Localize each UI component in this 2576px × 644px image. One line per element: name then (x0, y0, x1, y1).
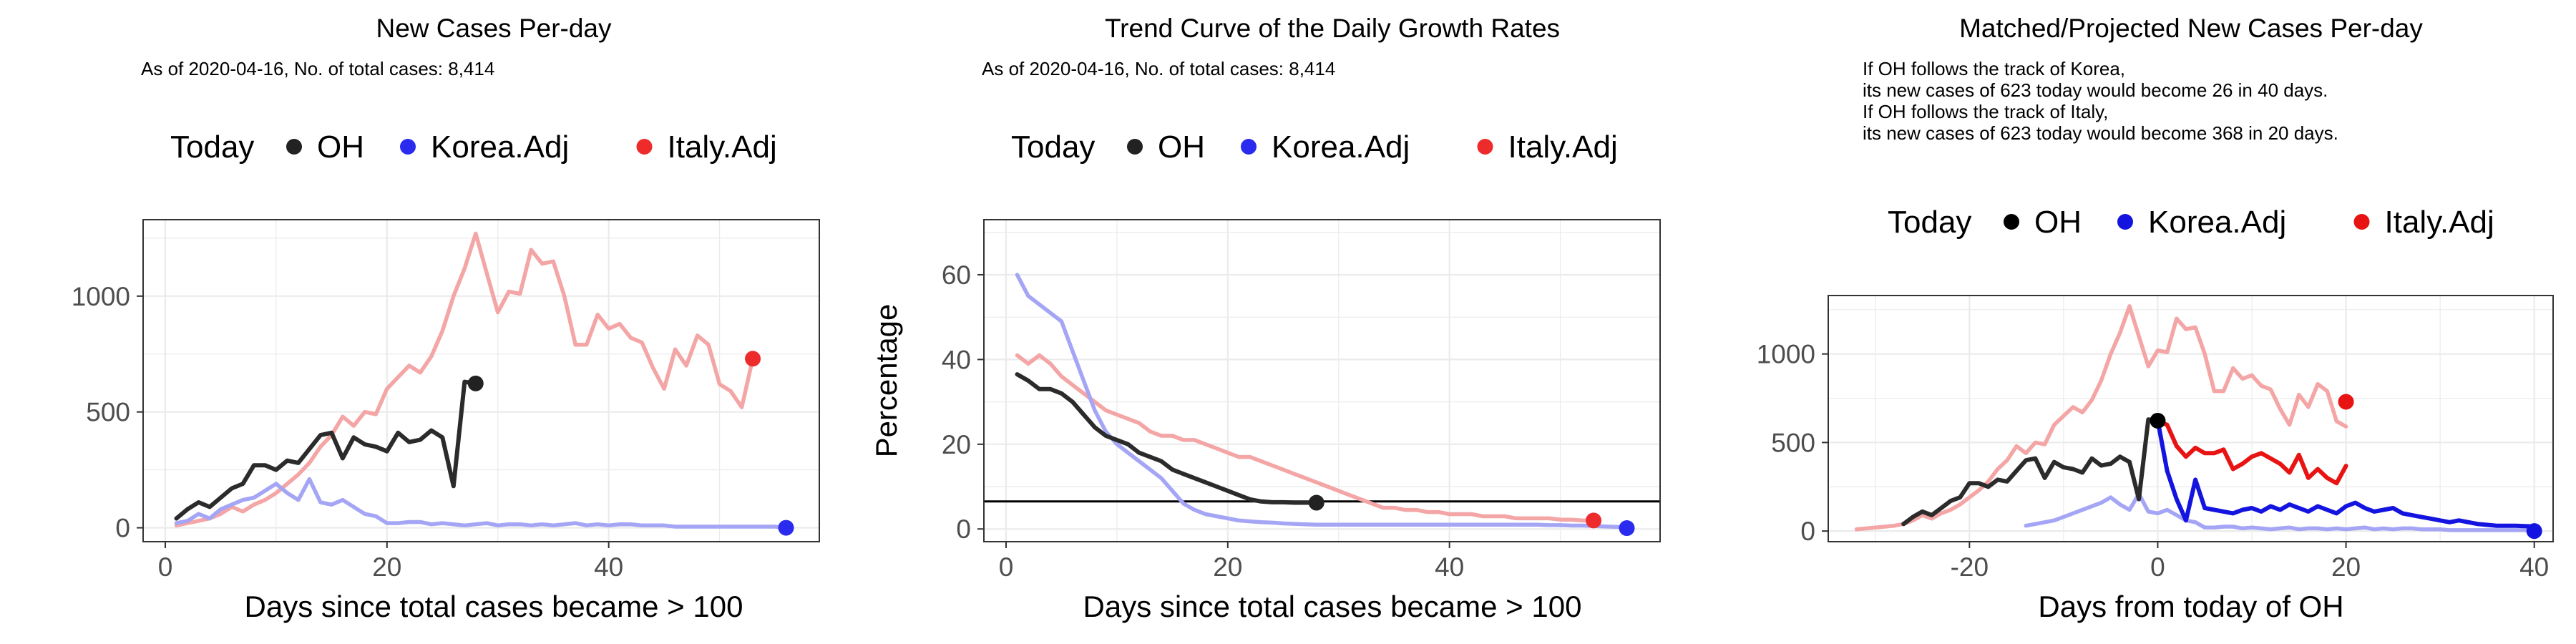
plot-area (1854, 304, 2542, 540)
x-tick-label: 40 (594, 552, 623, 582)
x-axis-label: Days since total cases became > 100 (245, 590, 743, 623)
legend-marker (2004, 214, 2019, 230)
y-tick-label: 60 (942, 260, 971, 290)
chart-title: Matched/Projected New Cases Per-day (1959, 14, 2423, 43)
x-axis-label: Days from today of OH (2038, 590, 2343, 623)
series-line (2155, 419, 2348, 486)
chart-title: New Cases Per-day (376, 14, 612, 43)
plot-area (984, 273, 1660, 537)
x-tick-label: 0 (2150, 552, 2165, 582)
today-point (467, 375, 484, 391)
today-point (1586, 512, 1602, 529)
series-line (1015, 372, 1319, 505)
chart-title: Trend Curve of the Daily Growth Rates (1105, 14, 1560, 43)
y-tick-label: 500 (86, 398, 130, 427)
grid (1828, 296, 2553, 542)
chart-panel-2: Trend Curve of the Daily Growth Rates As … (869, 14, 1661, 623)
legend-label: Korea.Adj (431, 130, 569, 165)
y-tick-label: 0 (1800, 517, 1815, 546)
series-line (174, 231, 755, 528)
ticks: 0 20 40 0 500 1000 (72, 282, 624, 582)
y-tick-label: 0 (956, 514, 971, 544)
legend-label: Italy.Adj (668, 130, 777, 165)
chart-subtitle-line: If OH follows the track of Italy, (1863, 101, 2108, 122)
legend-label: Italy.Adj (2385, 205, 2494, 240)
legend-marker (1241, 139, 1257, 155)
y-tick-label: 20 (942, 430, 971, 459)
chart-legend: Today OH Korea.Adj Italy.Adj (1011, 130, 1618, 165)
x-tick-label: 20 (372, 552, 401, 582)
chart-panel-3: Matched/Projected New Cases Per-day If OH… (1757, 14, 2554, 623)
x-tick-label: -20 (1951, 552, 1989, 582)
series-line (174, 379, 478, 521)
series-line (174, 477, 789, 530)
legend-title: Today (1011, 130, 1095, 165)
y-axis-label: Percentage (869, 304, 903, 458)
y-tick-label: 1000 (1757, 340, 1815, 369)
series-line (1015, 273, 1629, 530)
y-tick-label: 1000 (72, 282, 130, 311)
today-point (1619, 520, 1635, 537)
grid (984, 220, 1660, 542)
ticks: 0 20 40 0 20 40 60 (942, 260, 1464, 582)
legend-label: Italy.Adj (1508, 130, 1618, 165)
ticks: -20 0 20 40 0 500 1000 (1757, 340, 2550, 582)
chart-subtitle-line: its new cases of 623 today would become … (1863, 79, 2328, 101)
today-point (2338, 394, 2354, 410)
series-line (1901, 417, 2160, 527)
chart-legend: Today OH Korea.Adj Italy.Adj (1888, 205, 2494, 240)
legend-marker (286, 139, 302, 155)
chart-subtitle: As of 2020-04-16, No. of total cases: 8,… (141, 58, 494, 79)
legend-marker (2117, 214, 2133, 230)
grid (143, 220, 819, 542)
x-tick-label: 40 (2519, 552, 2549, 582)
plot-area (174, 231, 794, 536)
chart-subtitle: As of 2020-04-16, No. of total cases: 8,… (982, 58, 1335, 79)
legend-marker (1477, 139, 1493, 155)
today-point (778, 519, 794, 536)
y-tick-label: 0 (115, 514, 130, 543)
legend-marker (400, 139, 416, 155)
legend-title: Today (1888, 205, 1971, 240)
x-tick-label: 20 (2331, 552, 2361, 582)
legend-label: OH (2034, 205, 2082, 240)
chart-subtitle-line: If OH follows the track of Korea, (1863, 58, 2125, 79)
legend-label: OH (317, 130, 364, 165)
legend-label: OH (1158, 130, 1205, 165)
series-line (1854, 304, 2348, 532)
x-tick-label: 20 (1213, 552, 1242, 582)
x-tick-label: 0 (158, 552, 173, 582)
legend-title: Today (170, 130, 254, 165)
x-tick-label: 0 (999, 552, 1014, 582)
panel-border (983, 219, 1661, 542)
legend-label: Korea.Adj (1272, 130, 1410, 165)
series-line (2155, 419, 2537, 529)
chart-panel-1: New Cases Per-day As of 2020-04-16, No. o… (72, 14, 820, 623)
today-point (745, 351, 761, 367)
series-line (1015, 353, 1596, 523)
legend-marker (1127, 139, 1143, 155)
legend-marker (2353, 214, 2370, 230)
chart-legend: Today OH Korea.Adj Italy.Adj (170, 130, 777, 165)
today-point (2150, 412, 2166, 429)
y-tick-label: 40 (942, 345, 971, 374)
today-point (2526, 523, 2542, 540)
x-tick-label: 40 (1435, 552, 1464, 582)
y-tick-label: 500 (1771, 428, 1815, 457)
x-axis-label: Days since total cases became > 100 (1083, 590, 1582, 623)
legend-label: Korea.Adj (2148, 205, 2286, 240)
panel-border (142, 219, 820, 542)
chart-subtitle-line: its new cases of 623 today would become … (1863, 122, 2338, 144)
today-point (1308, 494, 1324, 511)
panel-border (1828, 295, 2554, 542)
legend-marker (636, 139, 653, 155)
series-line (2024, 492, 2537, 533)
